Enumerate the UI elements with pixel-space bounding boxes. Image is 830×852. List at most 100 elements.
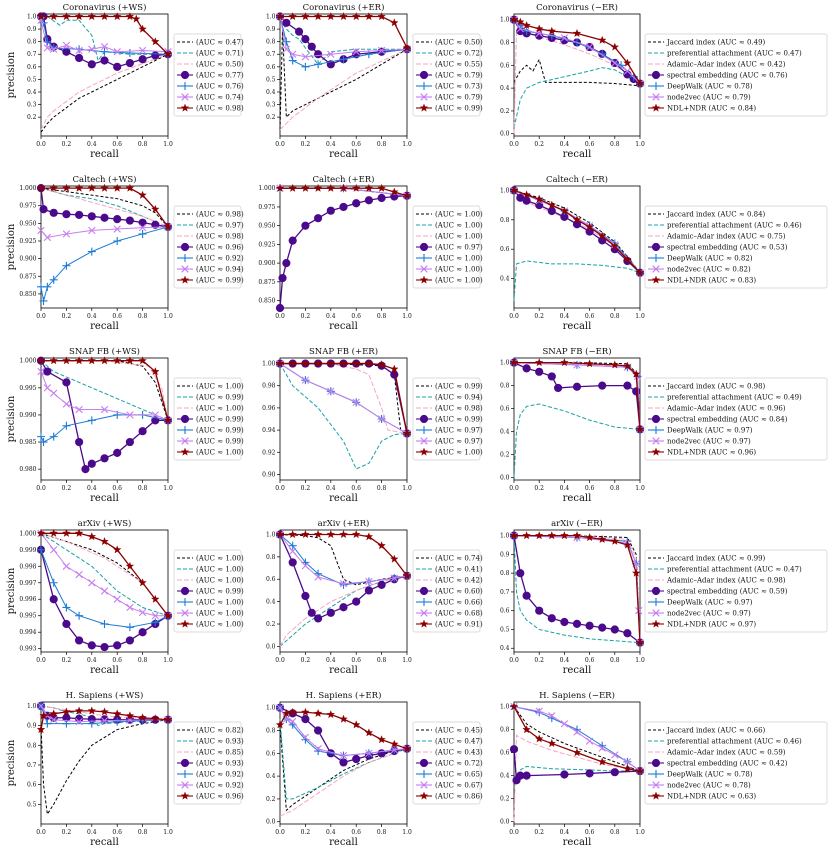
legend-label: (AUC ≈ 0.92) (196, 782, 244, 790)
marker-ndl (635, 424, 645, 433)
marker-node2vec (623, 758, 632, 766)
series-ndl (509, 531, 645, 647)
x-tick-label: 0.8 (138, 485, 148, 492)
series-line-node2vec (279, 534, 408, 585)
marker-deepwalk (181, 770, 189, 778)
x-tick-label: 0.2 (534, 657, 544, 664)
y-tick-label: 0.999 (19, 547, 36, 554)
marker-spectral (138, 628, 147, 637)
y-tick-label: 0.2 (500, 452, 510, 459)
x-axis-label: recall (329, 665, 358, 676)
legend: (AUC ≈ 0.82) (AUC ≈ 0.93) (AUC ≈ 0.85) (AUC… (173, 721, 244, 805)
x-axis-label: recall (329, 149, 358, 160)
y-tick-label: 0.9 (27, 723, 37, 730)
series-line-ndl (513, 706, 641, 772)
x-tick-label: 0.4 (87, 485, 97, 492)
panel-4: Caltech (+WS) 0.0 0.2 0.4 0.6 0.8 1.0 0.850 0.87… (6, 174, 244, 332)
marker-ndl (516, 17, 525, 26)
legend-label: NDL+NDR (AUC ≈ 0.97) (667, 621, 756, 629)
legend-label: node2vec (AUC ≈ 0.79) (667, 94, 751, 102)
legend-label: (AUC ≈ 0.43) (435, 749, 483, 757)
marker-spectral (100, 454, 109, 463)
marker-spectral (87, 459, 96, 468)
marker-deepwalk (420, 770, 428, 778)
x-tick-label: 1.0 (635, 313, 645, 320)
x-tick-label: 0.0 (275, 657, 285, 664)
marker-ndl (351, 359, 361, 368)
legend-label: preferential attachment (AUC ≈ 0.46) (667, 738, 802, 746)
marker-ndl (275, 530, 285, 539)
marker-ndl (610, 241, 620, 250)
marker-ndl (651, 791, 661, 800)
marker-ndl (509, 15, 519, 24)
marker-spectral (419, 242, 429, 252)
marker-ndl (288, 359, 297, 368)
series-jaccard (41, 360, 169, 421)
marker-ndl (282, 708, 291, 717)
x-tick-label: 0.0 (275, 313, 285, 320)
marker-spectral (377, 580, 386, 589)
panel-title: SNAP FB (+ER) (309, 346, 378, 357)
legend: Jaccard index (AUC ≈ 0.84) preferential a… (644, 205, 828, 289)
series-line-adamic (40, 705, 169, 721)
series-line-node2vec (513, 706, 641, 772)
marker-ndl (163, 611, 173, 620)
legend-label: Jaccard index (AUC ≈ 0.66) (666, 727, 766, 735)
marker-spectral (651, 414, 661, 424)
series-jaccard (514, 362, 641, 430)
legend-entry-node2vec: node2vec (AUC ≈ 0.79) (648, 93, 751, 102)
marker-spectral (113, 62, 122, 71)
marker-node2vec (420, 781, 428, 789)
legend-label: (AUC ≈ 0.74) (196, 94, 244, 102)
marker-spectral (125, 437, 134, 447)
panel-11: arXiv (+ER) 0.0 0.2 0.4 0.6 0.8 1.0 0.0 0.2 0.4 0.… (266, 518, 483, 676)
marker-spectral (49, 208, 58, 217)
legend-box (173, 205, 242, 289)
marker-deepwalk (100, 47, 109, 56)
legend-entry-ndl: (AUC ≈ 0.96) (177, 791, 244, 801)
legend-entry-deepwalk: (AUC ≈ 0.76) (177, 82, 244, 91)
legend-entry-pref: (AUC ≈ 0.99) (177, 394, 244, 402)
marker-ndl (632, 568, 641, 577)
marker-spectral (339, 603, 348, 612)
y-tick-label: 0.4 (266, 773, 276, 780)
legend-label: spectral embedding (AUC ≈ 0.84) (667, 416, 788, 424)
marker-ndl (377, 735, 386, 744)
marker-node2vec (420, 265, 428, 273)
marker-spectral (522, 196, 531, 205)
legend-label: (AUC ≈ 1.00) (435, 277, 483, 285)
legend-label: (AUC ≈ 0.71) (196, 50, 244, 58)
series-ndl (509, 15, 645, 88)
marker-ndl (419, 447, 429, 456)
series-deepwalk (37, 410, 172, 447)
x-tick-label: 1.0 (402, 485, 412, 492)
x-tick-label: 0.2 (534, 141, 544, 148)
marker-ndl (547, 739, 557, 748)
series-line-pref (513, 260, 641, 301)
marker-ndl (339, 183, 348, 192)
marker-spectral (87, 212, 96, 221)
legend-label: (AUC ≈ 0.72) (435, 50, 483, 58)
x-tick-label: 0.2 (301, 313, 311, 320)
legend-entry-spectral: spectral embedding (AUC ≈ 0.84) (648, 414, 788, 424)
marker-ndl (651, 275, 661, 284)
series-line-pref (513, 67, 641, 129)
x-tick-label: 1.0 (402, 829, 412, 836)
legend-box (644, 377, 828, 461)
series-pref (40, 705, 169, 727)
marker-node2vec (301, 376, 310, 384)
legend-label: (AUC ≈ 0.55) (435, 61, 483, 69)
legend-label: (AUC ≈ 1.00) (435, 449, 483, 457)
marker-ndl (180, 619, 190, 628)
legend-label: spectral embedding (AUC ≈ 0.42) (667, 760, 788, 768)
marker-ndl (390, 18, 399, 27)
legend-entry-deepwalk: (AUC ≈ 0.66) (416, 598, 483, 607)
marker-spectral (377, 47, 386, 56)
y-tick-label: 1.0 (500, 17, 510, 24)
marker-ndl (138, 713, 147, 722)
y-tick-label: 0.995 (19, 385, 36, 392)
marker-node2vec (301, 733, 310, 742)
y-tick-label: 0.0 (500, 131, 510, 138)
marker-spectral (560, 617, 569, 627)
marker-spectral (62, 378, 71, 387)
